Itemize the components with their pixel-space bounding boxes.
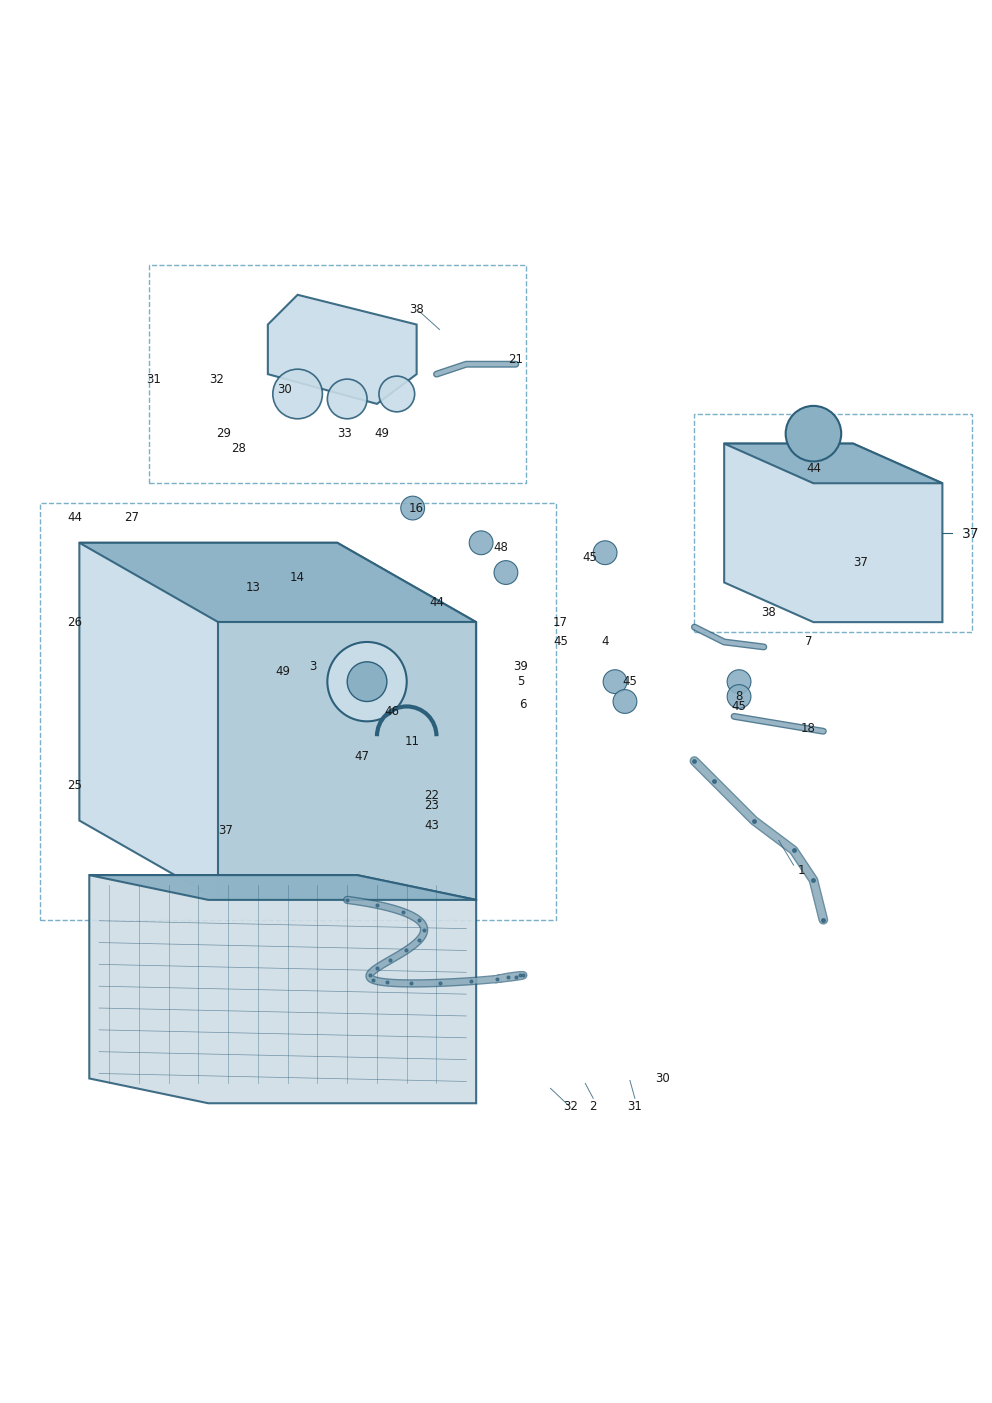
Text: 21: 21 bbox=[508, 352, 524, 366]
Polygon shape bbox=[89, 875, 476, 899]
Text: 28: 28 bbox=[231, 442, 245, 455]
Text: 37: 37 bbox=[962, 526, 980, 540]
Text: 27: 27 bbox=[124, 512, 140, 525]
Text: 14: 14 bbox=[290, 571, 306, 584]
Text: 23: 23 bbox=[425, 800, 438, 812]
Text: 4: 4 bbox=[601, 636, 609, 648]
Circle shape bbox=[347, 662, 387, 702]
Text: 26: 26 bbox=[66, 616, 82, 629]
Circle shape bbox=[603, 669, 627, 693]
Polygon shape bbox=[724, 443, 942, 622]
Text: 25: 25 bbox=[67, 779, 81, 793]
Text: 11: 11 bbox=[404, 735, 420, 748]
Text: 38: 38 bbox=[410, 303, 424, 316]
Text: 5: 5 bbox=[517, 675, 525, 687]
Text: 48: 48 bbox=[494, 542, 508, 554]
Polygon shape bbox=[79, 543, 476, 899]
Text: 43: 43 bbox=[425, 819, 438, 832]
Circle shape bbox=[379, 376, 415, 412]
Text: 30: 30 bbox=[278, 383, 292, 396]
Circle shape bbox=[786, 405, 841, 462]
Polygon shape bbox=[89, 875, 476, 1103]
Circle shape bbox=[727, 669, 751, 693]
Polygon shape bbox=[79, 543, 476, 622]
Text: 6: 6 bbox=[519, 697, 527, 711]
Text: 46: 46 bbox=[384, 704, 400, 718]
Text: 44: 44 bbox=[66, 512, 82, 525]
Text: 22: 22 bbox=[424, 790, 439, 803]
Text: 8: 8 bbox=[735, 690, 743, 703]
Circle shape bbox=[327, 643, 407, 721]
Text: 49: 49 bbox=[374, 427, 390, 441]
Text: 16: 16 bbox=[409, 501, 425, 515]
Circle shape bbox=[727, 685, 751, 709]
Text: 32: 32 bbox=[209, 373, 223, 386]
Circle shape bbox=[613, 690, 637, 713]
Text: 44: 44 bbox=[806, 462, 821, 474]
Text: 45: 45 bbox=[623, 675, 637, 687]
Text: 30: 30 bbox=[656, 1072, 670, 1085]
Text: 1: 1 bbox=[798, 864, 806, 877]
Text: 37: 37 bbox=[854, 556, 868, 570]
Text: 32: 32 bbox=[563, 1100, 577, 1113]
Text: 31: 31 bbox=[628, 1100, 642, 1113]
Circle shape bbox=[593, 540, 617, 564]
Text: 31: 31 bbox=[147, 373, 161, 386]
Circle shape bbox=[401, 497, 425, 521]
Text: 2: 2 bbox=[589, 1100, 597, 1113]
Text: 7: 7 bbox=[805, 636, 812, 648]
Text: 44: 44 bbox=[429, 596, 444, 609]
Text: 17: 17 bbox=[553, 616, 568, 629]
Polygon shape bbox=[724, 443, 942, 483]
Circle shape bbox=[327, 379, 367, 418]
Text: 39: 39 bbox=[514, 661, 528, 673]
Circle shape bbox=[273, 369, 322, 418]
Text: 38: 38 bbox=[762, 606, 776, 619]
Text: 13: 13 bbox=[246, 581, 260, 593]
Text: 45: 45 bbox=[554, 636, 567, 648]
Text: 18: 18 bbox=[802, 721, 815, 735]
Text: 45: 45 bbox=[583, 551, 597, 564]
Text: 49: 49 bbox=[275, 665, 291, 678]
Circle shape bbox=[494, 561, 518, 585]
Text: 37: 37 bbox=[218, 824, 232, 838]
Text: 47: 47 bbox=[354, 749, 370, 763]
Text: 3: 3 bbox=[309, 661, 316, 673]
Polygon shape bbox=[218, 622, 476, 899]
Text: 33: 33 bbox=[337, 427, 351, 441]
Polygon shape bbox=[268, 295, 417, 404]
Text: 29: 29 bbox=[215, 427, 231, 441]
Circle shape bbox=[469, 530, 493, 554]
Text: 45: 45 bbox=[732, 700, 746, 713]
